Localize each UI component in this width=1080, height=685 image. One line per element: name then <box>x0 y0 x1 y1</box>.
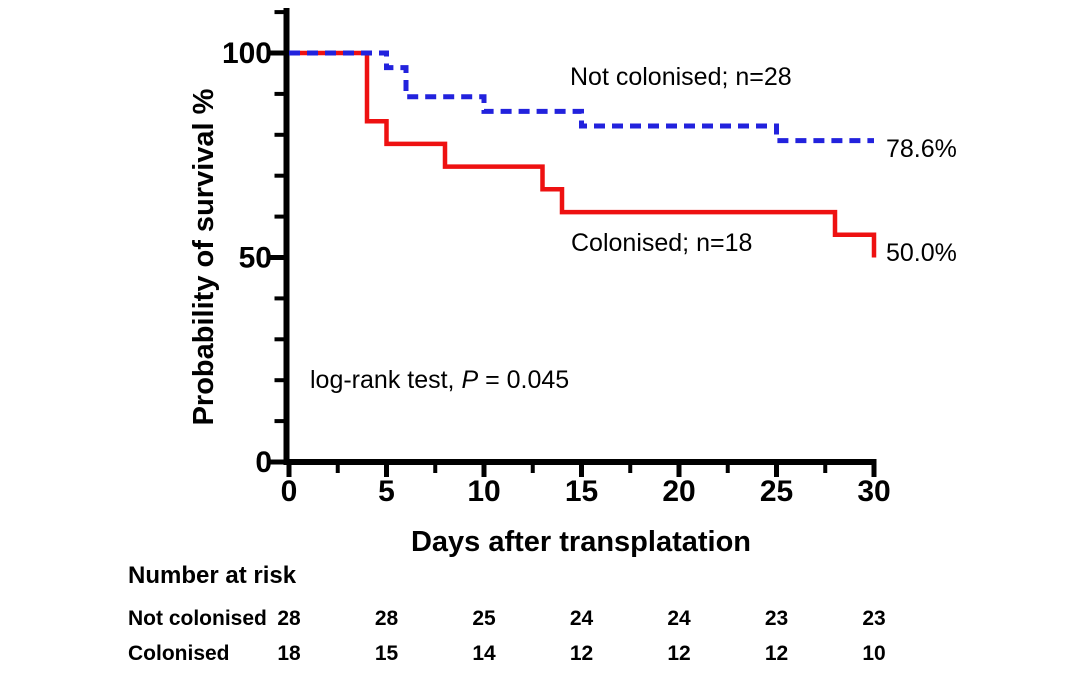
x-tick-label: 25 <box>760 475 793 508</box>
y-minor-tick <box>274 214 284 219</box>
x-axis-spine <box>283 459 877 465</box>
risk-row-label-colonised: Colonised <box>128 642 230 665</box>
x-major-tick <box>871 465 877 477</box>
risk-value: 28 <box>277 607 301 630</box>
x-tick-label: 10 <box>467 475 500 508</box>
y-minor-tick <box>274 173 284 178</box>
risk-value: 25 <box>472 607 496 630</box>
axes <box>269 8 877 477</box>
x-minor-tick <box>823 465 828 473</box>
x-major-tick <box>579 465 584 477</box>
y-axis-spine <box>283 8 290 465</box>
risk-value: 14 <box>472 642 496 665</box>
y-minor-tick <box>274 132 284 137</box>
x-minor-tick <box>433 465 438 473</box>
logrank-prefix: log-rank test, <box>310 366 461 394</box>
y-tick-label: 100 <box>222 37 272 70</box>
tick-labels: 0 5 10 15 20 25 30 0 50 100 <box>222 37 891 508</box>
curve-label-colonised: Colonised; n=18 <box>571 229 752 257</box>
x-minor-tick <box>335 465 340 473</box>
y-minor-tick <box>274 10 284 15</box>
y-minor-tick <box>274 419 284 424</box>
logrank-pvalue: = 0.045 <box>478 366 569 394</box>
x-axis-title: Days after transplatation <box>411 526 751 558</box>
risk-row-label-not-colonised: Not colonised <box>128 607 267 630</box>
x-major-tick <box>676 465 682 477</box>
y-major-tick <box>269 50 284 56</box>
risk-value: 24 <box>570 607 594 630</box>
risk-value: 12 <box>765 642 788 665</box>
y-minor-tick <box>274 296 284 301</box>
logrank-p-symbol: P <box>461 366 478 394</box>
end-percent-not-colonised: 78.6% <box>886 135 957 163</box>
risk-value: 23 <box>765 607 788 630</box>
y-tick-label: 0 <box>255 446 272 479</box>
risk-value: 15 <box>375 642 399 665</box>
x-tick-label: 5 <box>378 475 395 508</box>
risk-value: 12 <box>570 642 593 665</box>
x-minor-tick <box>530 465 535 473</box>
x-tick-label: 30 <box>857 475 890 508</box>
risk-table-values: 28 28 25 24 24 23 23 18 15 14 12 12 12 10 <box>277 607 885 665</box>
y-axis-title: Probability of survival % <box>188 88 220 425</box>
risk-value: 18 <box>277 642 301 665</box>
y-tick-label: 50 <box>239 242 272 275</box>
x-tick-label: 15 <box>565 475 598 508</box>
y-minor-tick <box>274 337 284 342</box>
y-major-tick <box>269 459 284 465</box>
km-curve-colonised <box>289 50 877 258</box>
x-tick-label: 0 <box>281 475 298 508</box>
x-major-tick <box>481 465 487 477</box>
curve-label-not-colonised: Not colonised; n=28 <box>570 63 792 91</box>
risk-value: 12 <box>667 642 690 665</box>
x-minor-tick <box>628 465 633 473</box>
x-minor-tick <box>725 465 730 473</box>
x-major-tick <box>774 465 779 477</box>
y-minor-tick <box>274 91 284 96</box>
x-major-tick <box>384 465 389 477</box>
y-minor-tick <box>274 378 284 383</box>
risk-value: 10 <box>862 642 885 665</box>
risk-table-title: Number at risk <box>128 562 297 589</box>
y-major-tick <box>269 255 284 260</box>
risk-value: 24 <box>667 607 691 630</box>
risk-value: 23 <box>862 607 885 630</box>
x-tick-label: 20 <box>662 475 695 508</box>
end-percent-colonised: 50.0% <box>886 239 957 267</box>
risk-value: 28 <box>375 607 399 630</box>
x-major-tick <box>286 465 292 477</box>
logrank-annotation: log-rank test, P = 0.045 <box>310 366 569 394</box>
km-curve-not-colonised <box>289 50 874 144</box>
